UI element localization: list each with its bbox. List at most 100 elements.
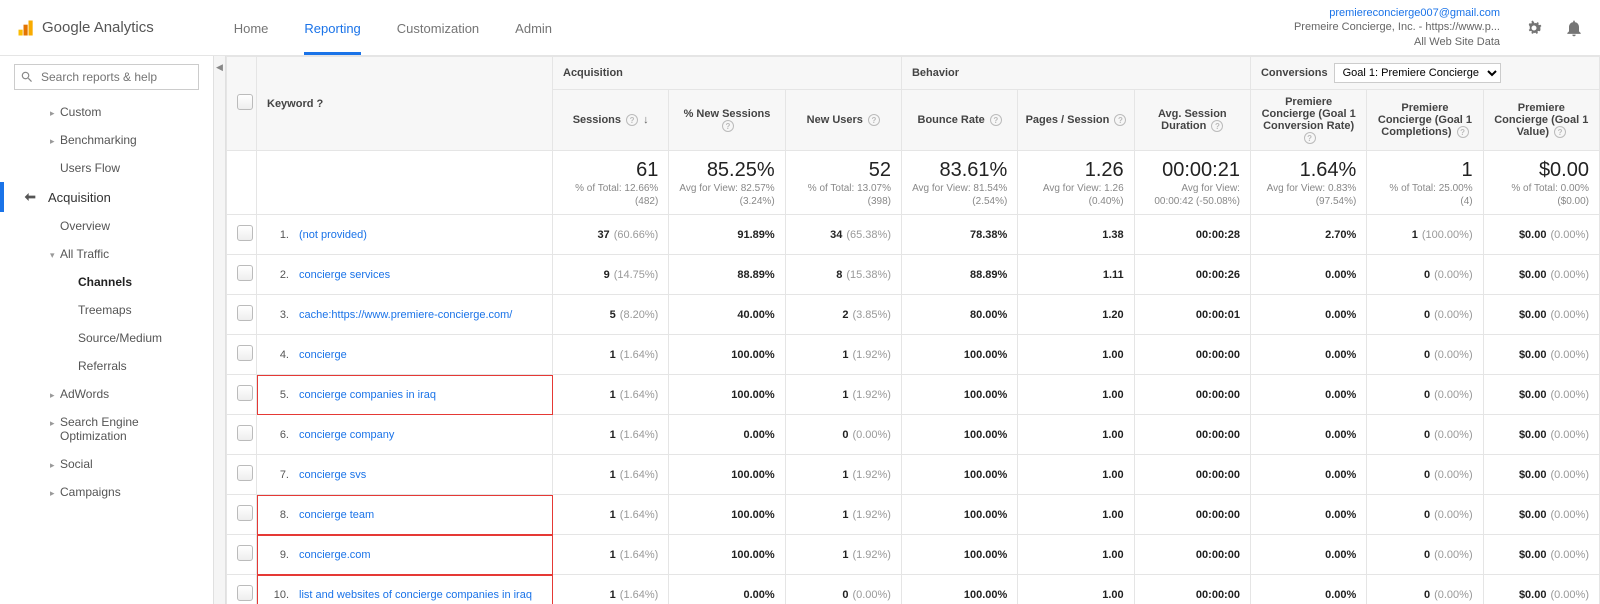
keyword-link[interactable]: concierge companies in iraq [299, 389, 436, 401]
row-checkbox[interactable] [237, 225, 253, 241]
sidebar-item[interactable]: ▸Custom [0, 98, 213, 126]
keyword-link[interactable]: concierge.com [299, 549, 371, 561]
account-org: Premeire Concierge, Inc. - https://www.p… [1294, 20, 1500, 34]
sidebar-nav[interactable]: ▸Custom▸BenchmarkingUsers FlowAcquisitio… [0, 98, 213, 604]
row-checkbox[interactable] [237, 265, 253, 281]
sidebar-item[interactable]: Referrals [0, 352, 213, 380]
table-row: 2.concierge services9(14.75%)88.89%8(15.… [227, 255, 1600, 295]
bell-icon[interactable] [1564, 18, 1584, 38]
row-checkbox[interactable] [237, 585, 253, 601]
nav-tab-home[interactable]: Home [234, 1, 269, 55]
account-info[interactable]: premiereconcierge007@gmail.com Premeire … [1294, 6, 1500, 49]
behavior-group: Behavior [901, 57, 1250, 90]
help-icon[interactable]: ? [626, 114, 638, 126]
conversions-group: ConversionsGoal 1: Premiere Concierge [1250, 57, 1599, 90]
ga-logo-icon [16, 18, 36, 38]
help-icon[interactable]: ? [868, 114, 880, 126]
nav-tab-admin[interactable]: Admin [515, 1, 552, 55]
main: ▸Custom▸BenchmarkingUsers FlowAcquisitio… [0, 56, 1600, 604]
collapse-handle[interactable]: ◀ [214, 56, 226, 604]
logo[interactable]: Google Analytics [16, 18, 154, 38]
col-header[interactable]: New Users ? [785, 90, 901, 151]
sidebar-item[interactable]: ▸Benchmarking [0, 126, 213, 154]
expand-icon: ▸ [50, 488, 55, 499]
col-header[interactable]: Pages / Session ? [1018, 90, 1134, 151]
table-row: 6.concierge company1(1.64%)0.00%0(0.00%)… [227, 415, 1600, 455]
row-checkbox[interactable] [237, 545, 253, 561]
acquisition-group: Acquisition [553, 57, 902, 90]
totals-row: 61% of Total: 12.66% (482)85.25%Avg for … [227, 151, 1600, 215]
table-row: 3.cache:https://www.premiere-concierge.c… [227, 295, 1600, 335]
sidebar-item[interactable]: Channels [0, 268, 213, 296]
search-input[interactable] [14, 64, 199, 90]
header-groups: Keyword ? Acquisition Behavior Conversio… [227, 57, 1600, 90]
search-box [0, 56, 213, 98]
expand-icon: ▸ [50, 136, 55, 147]
sidebar-item[interactable]: ▸Campaigns [0, 478, 213, 506]
sort-desc-icon: ↓ [643, 114, 649, 126]
sidebar-item[interactable]: Acquisition [0, 182, 213, 212]
row-checkbox[interactable] [237, 385, 253, 401]
select-all-header[interactable] [227, 57, 257, 151]
help-icon[interactable]: ? [990, 114, 1002, 126]
keyword-header[interactable]: Keyword ? [257, 57, 553, 151]
row-checkbox[interactable] [237, 425, 253, 441]
sidebar-item[interactable]: ▾All Traffic [0, 240, 213, 268]
keyword-link[interactable]: list and websites of concierge companies… [299, 589, 532, 601]
table-row: 4.concierge1(1.64%)100.00%1(1.92%)100.00… [227, 335, 1600, 375]
nav-tabs: Home Reporting Customization Admin [234, 1, 552, 55]
table-row: 5.concierge companies in iraq1(1.64%)100… [227, 375, 1600, 415]
expand-icon: ▸ [50, 460, 55, 471]
table-row: 8.concierge team1(1.64%)100.00%1(1.92%)1… [227, 495, 1600, 535]
sidebar-item[interactable]: ▸AdWords [0, 380, 213, 408]
col-header[interactable]: % New Sessions ? [669, 90, 785, 151]
expand-icon: ▾ [50, 250, 55, 261]
row-checkbox[interactable] [237, 465, 253, 481]
account-email: premiereconcierge007@gmail.com [1294, 6, 1500, 20]
sidebar-item[interactable]: Overview [0, 212, 213, 240]
row-checkbox[interactable] [237, 345, 253, 361]
chevron-left-icon: ◀ [216, 62, 223, 73]
keyword-link[interactable]: concierge company [299, 429, 394, 441]
keyword-link[interactable]: cache:https://www.premiere-concierge.com… [299, 309, 512, 321]
gear-icon[interactable] [1524, 18, 1544, 38]
row-checkbox[interactable] [237, 305, 253, 321]
keyword-link[interactable]: concierge services [299, 269, 390, 281]
help-icon[interactable]: ? [1554, 126, 1566, 138]
help-icon[interactable]: ? [1114, 114, 1126, 126]
help-icon[interactable]: ? [1304, 132, 1316, 144]
help-icon[interactable]: ? [317, 98, 324, 110]
goal-select[interactable]: Goal 1: Premiere Concierge [1334, 63, 1501, 83]
col-header[interactable]: Sessions ? ↓ [553, 90, 669, 151]
sidebar: ▸Custom▸BenchmarkingUsers FlowAcquisitio… [0, 56, 214, 604]
row-checkbox[interactable] [237, 505, 253, 521]
sidebar-item[interactable]: Users Flow [0, 154, 213, 182]
report-content[interactable]: Keyword ? Acquisition Behavior Conversio… [226, 56, 1600, 604]
sidebar-item[interactable]: ▸Social [0, 450, 213, 478]
help-icon[interactable]: ? [1211, 120, 1223, 132]
col-header[interactable]: Premiere Concierge (Goal 1 Conversion Ra… [1250, 90, 1366, 151]
nav-tab-reporting[interactable]: Reporting [304, 1, 360, 55]
acquisition-icon [22, 189, 38, 205]
table-row: 1.(not provided)37(60.66%)91.89%34(65.38… [227, 215, 1600, 255]
col-header[interactable]: Avg. Session Duration ? [1134, 90, 1250, 151]
col-header[interactable]: Bounce Rate ? [901, 90, 1017, 151]
keyword-link[interactable]: concierge [299, 349, 347, 361]
brand-text: Google Analytics [42, 19, 154, 36]
col-header[interactable]: Premiere Concierge (Goal 1 Completions) … [1367, 90, 1483, 151]
keyword-link[interactable]: concierge team [299, 509, 374, 521]
col-header[interactable]: Premiere Concierge (Goal 1 Value) ? [1483, 90, 1599, 151]
report-table: Keyword ? Acquisition Behavior Conversio… [226, 56, 1600, 604]
sidebar-item[interactable]: ▸Search Engine Optimization [0, 408, 213, 450]
top-icons [1524, 18, 1584, 38]
nav-tab-customization[interactable]: Customization [397, 1, 479, 55]
keyword-link[interactable]: (not provided) [299, 229, 367, 241]
sidebar-item[interactable]: Treemaps [0, 296, 213, 324]
expand-icon: ▸ [50, 390, 55, 401]
expand-icon: ▸ [50, 418, 55, 429]
sidebar-item[interactable]: Source/Medium [0, 324, 213, 352]
top-bar: Google Analytics Home Reporting Customizat… [0, 0, 1600, 56]
keyword-link[interactable]: concierge svs [299, 469, 366, 481]
help-icon[interactable]: ? [722, 120, 734, 132]
help-icon[interactable]: ? [1457, 126, 1469, 138]
